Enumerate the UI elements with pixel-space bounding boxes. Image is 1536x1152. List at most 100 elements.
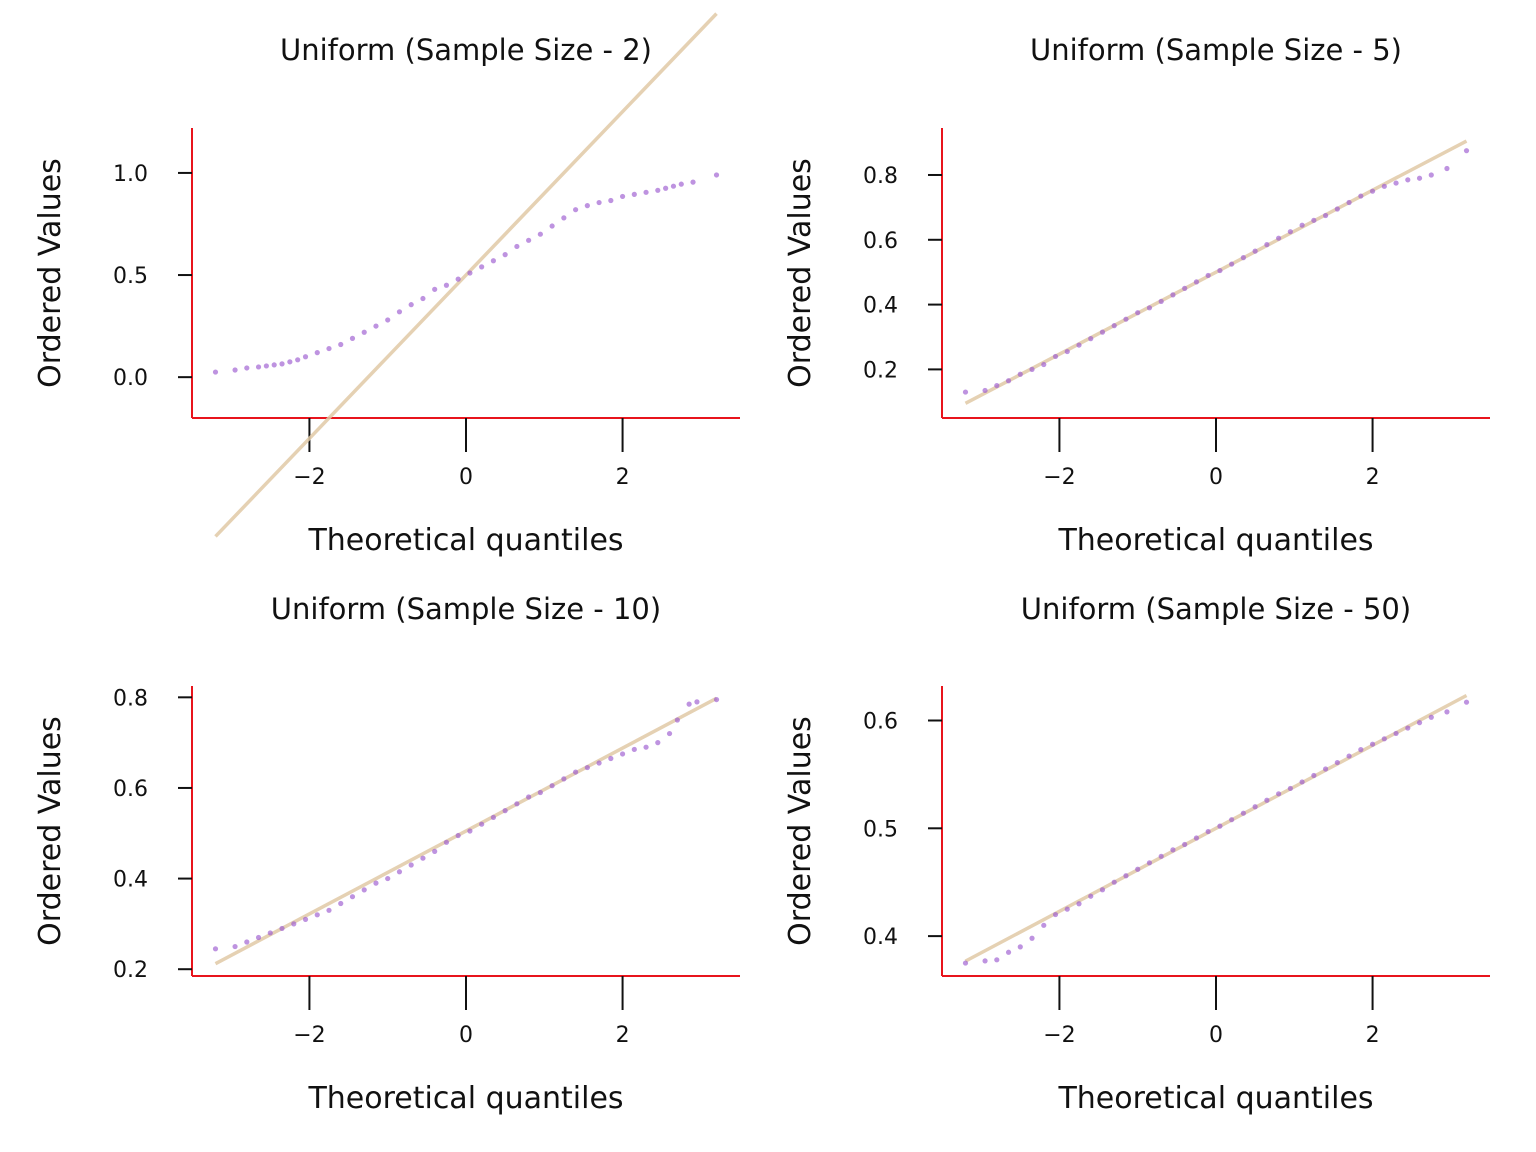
data-point (1217, 823, 1223, 829)
data-point (455, 832, 461, 839)
data-point (962, 389, 969, 395)
data-point (1252, 804, 1258, 810)
data-point (1393, 730, 1399, 737)
data-point (1311, 772, 1317, 779)
qq-panel-sample-size-5: Uniform (Sample Size - 5) −2 0 2 0.2 0.4 0.6 0.… (783, 33, 1490, 558)
data-point (279, 361, 285, 367)
data-point (514, 243, 520, 250)
data-point (1463, 699, 1470, 705)
y-tick-label: 1.0 (113, 162, 148, 187)
data-point (713, 696, 720, 703)
y-tick-label: 0.4 (863, 294, 898, 319)
y-tick-label: 0.8 (863, 164, 898, 189)
data-point (1005, 378, 1012, 384)
data-point (1099, 329, 1106, 335)
y-axis-label: Ordered Values (33, 716, 68, 946)
data-point (1135, 866, 1141, 872)
chart-title: Uniform (Sample Size - 5) (1030, 33, 1402, 67)
data-point (1017, 371, 1023, 377)
data-point (396, 869, 403, 875)
data-point (573, 207, 579, 213)
data-point (302, 354, 309, 360)
data-point (1334, 759, 1340, 766)
data-point (1111, 323, 1117, 329)
qq-panel-sample-size-2: Uniform (Sample Size - 2) −2 0 2 0.0 0.5 1.0 Th… (33, 12, 740, 558)
x-tick-label: −2 (1043, 1023, 1075, 1048)
data-point (287, 359, 293, 365)
y-axis-label: Ordered Values (783, 158, 818, 388)
data-point (373, 323, 379, 329)
data-point (1276, 235, 1282, 241)
data-point (1416, 175, 1423, 181)
data-point (1017, 944, 1023, 950)
data-point (694, 699, 700, 705)
data-point (1193, 835, 1200, 841)
data-point (1005, 949, 1012, 955)
x-axis-label: Theoretical quantiles (1057, 1081, 1373, 1116)
data-point (302, 916, 309, 922)
data-point (490, 814, 496, 821)
data-point (1369, 188, 1376, 194)
data-point (1240, 810, 1246, 816)
data-point (1182, 285, 1188, 291)
data-point (1405, 177, 1411, 183)
data-point (1041, 361, 1047, 368)
reference-fit-line (964, 139, 1468, 405)
data-point (584, 764, 590, 771)
y-axis-label: Ordered Values (33, 158, 68, 388)
data-point (467, 828, 473, 834)
y-axis-label: Ordered Values (783, 716, 818, 946)
data-point (349, 894, 356, 900)
data-point (479, 821, 485, 827)
x-tick-label: 2 (616, 465, 630, 490)
data-point (1146, 860, 1153, 866)
data-point (690, 179, 696, 185)
y-tick-label: 0.6 (863, 229, 898, 254)
data-point (1428, 172, 1434, 178)
data-point (396, 309, 403, 315)
data-point (1264, 242, 1270, 248)
data-point (1135, 310, 1141, 316)
data-point (1229, 261, 1235, 267)
chart-title: Uniform (Sample Size - 10) (271, 592, 661, 626)
data-point (713, 172, 720, 178)
data-point (1170, 292, 1176, 298)
data-point (1369, 741, 1376, 747)
data-point (420, 295, 426, 302)
data-point (1252, 248, 1258, 254)
y-tick-label: 0.6 (113, 777, 148, 802)
data-point (1217, 267, 1223, 274)
qq-panel-sample-size-10: Uniform (Sample Size - 10) −2 0 2 0.2 0.4 0.6 0… (33, 592, 740, 1116)
y-tick-label: 0.2 (113, 958, 148, 983)
data-point (1158, 853, 1164, 859)
data-point (1123, 873, 1129, 879)
data-point (408, 302, 414, 308)
data-point (467, 270, 473, 276)
data-point (479, 264, 485, 270)
data-point (1311, 217, 1317, 223)
data-point (1299, 222, 1305, 228)
data-point (291, 921, 297, 927)
data-point (432, 286, 438, 292)
data-point (244, 365, 250, 371)
data-point (982, 958, 988, 964)
x-tick-label: 2 (1366, 465, 1380, 490)
data-point (1358, 747, 1364, 753)
data-point (267, 930, 273, 936)
y-tick-label: 0.6 (863, 709, 898, 734)
data-point (666, 730, 673, 737)
data-point (537, 231, 543, 237)
data-point (1099, 887, 1106, 893)
data-point (643, 189, 649, 195)
data-point (1076, 901, 1082, 907)
data-point (549, 223, 555, 229)
data-point (1287, 229, 1293, 235)
data-point (596, 760, 602, 766)
data-point (338, 341, 344, 348)
data-point (1088, 893, 1094, 899)
data-point (619, 193, 626, 200)
data-point (1158, 298, 1164, 304)
data-point (385, 875, 391, 882)
data-point (244, 939, 250, 945)
data-point (655, 187, 661, 193)
